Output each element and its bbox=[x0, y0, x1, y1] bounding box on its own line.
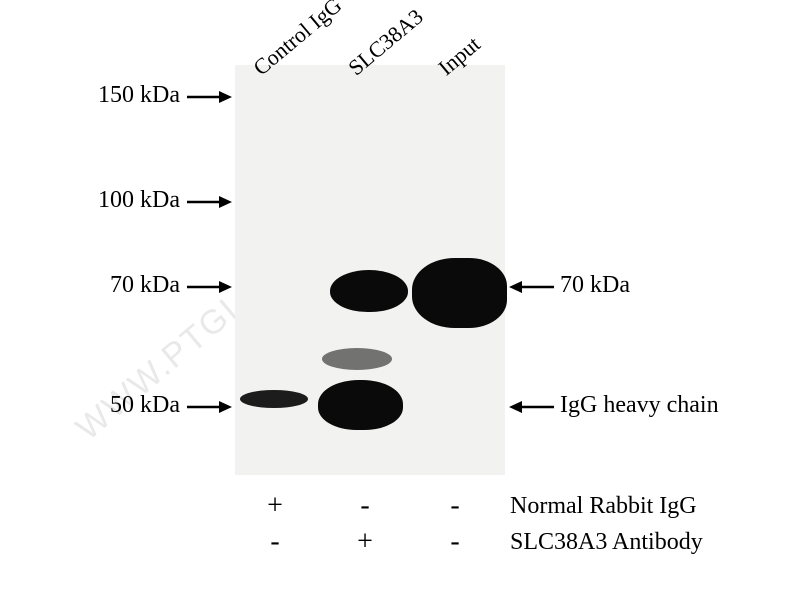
cond-label-normal-igg: Normal Rabbit IgG bbox=[510, 493, 697, 520]
cond-label-slc38a3-ab: SLC38A3 Antibody bbox=[510, 529, 703, 556]
arrow-icon bbox=[508, 278, 556, 296]
cond-sign: - bbox=[440, 526, 470, 558]
marker-150-label: 150 kDa bbox=[60, 82, 180, 109]
cond-sign: - bbox=[350, 490, 380, 522]
marker-100-label: 100 kDa bbox=[60, 187, 180, 214]
marker-70-label: 70 kDa bbox=[60, 272, 180, 299]
band-control-50 bbox=[240, 390, 308, 408]
cond-sign: + bbox=[260, 490, 290, 522]
marker-50-label: 50 kDa bbox=[60, 392, 180, 419]
arrow-icon bbox=[185, 88, 233, 106]
arrow-icon bbox=[185, 193, 233, 211]
arrow-icon bbox=[185, 278, 233, 296]
figure-container: WWW.PTGLAB.COM Control IgG SLC38A3 Input… bbox=[0, 0, 800, 600]
arrow-icon bbox=[185, 398, 233, 416]
band-slc38a3-50 bbox=[318, 380, 403, 430]
annot-igg-label: IgG heavy chain bbox=[560, 392, 719, 419]
cond-sign: - bbox=[440, 490, 470, 522]
cond-sign: + bbox=[350, 526, 380, 558]
band-input-70 bbox=[412, 258, 507, 328]
band-slc38a3-70 bbox=[330, 270, 408, 312]
band-slc38a3-smear bbox=[322, 348, 392, 370]
annot-70kda-label: 70 kDa bbox=[560, 272, 630, 299]
cond-sign: - bbox=[260, 526, 290, 558]
arrow-icon bbox=[508, 398, 556, 416]
